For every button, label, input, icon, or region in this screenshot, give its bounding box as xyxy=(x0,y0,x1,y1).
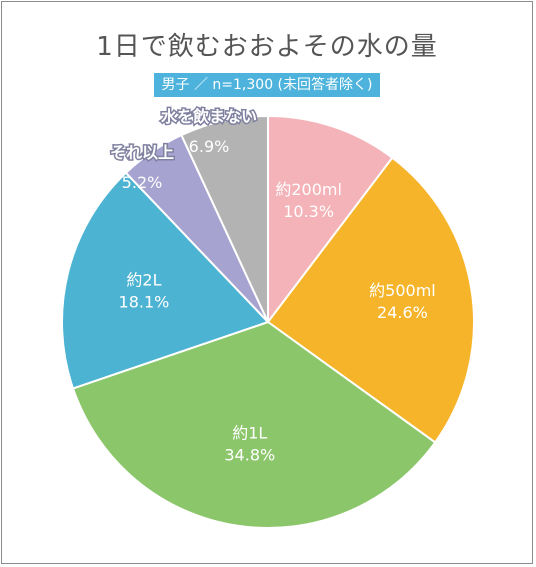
pie-slice xyxy=(266,156,475,444)
slice-percent: 34.8% xyxy=(224,445,275,464)
slice-label: 約500ml xyxy=(369,281,436,300)
chart-subtitle: 男子 ／ n=1,300 (未回答者除く) xyxy=(153,73,381,97)
pie-labels: 約200ml 10.3% 約500ml 24.6% 約1L 34.8% 約2L 18.1% それ… xyxy=(108,106,436,465)
pie-slice xyxy=(71,320,437,529)
slice-percent: 10.3% xyxy=(283,202,334,221)
pie-slice xyxy=(180,114,269,323)
pie-slice xyxy=(267,114,394,325)
slice-label: それ以上 xyxy=(110,143,174,162)
slice-label: 約1L xyxy=(232,423,267,442)
slice-percent: 24.6% xyxy=(377,303,428,322)
pie-slices xyxy=(61,114,475,529)
slice-label: 水を飲まない xyxy=(161,107,257,126)
subtitle-wrap: 男子 ／ n=1,300 (未回答者除く) xyxy=(2,73,532,97)
slice-label: 約2L xyxy=(126,271,161,290)
slice-percent: 18.1% xyxy=(119,293,170,312)
slice-label: 約200ml xyxy=(275,180,342,199)
pie-slice xyxy=(61,171,270,390)
chart-title: 1日で飲むおおよその水の量 xyxy=(96,32,438,62)
slice-percent: 6.9% xyxy=(189,137,230,156)
slice-percent: 5.2% xyxy=(122,173,163,192)
